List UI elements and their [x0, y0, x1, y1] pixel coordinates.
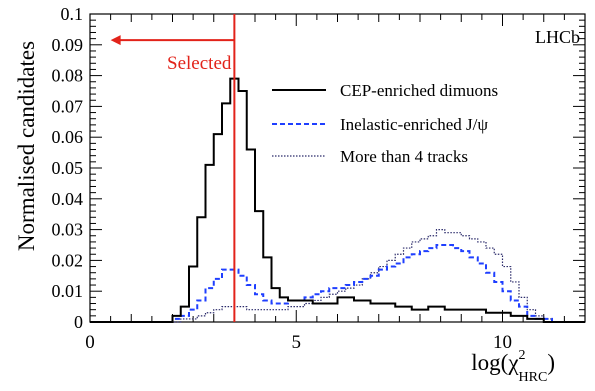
x-axis-label-sup: 2: [519, 348, 526, 363]
series-dotted-histogram: [90, 229, 585, 323]
legend-label: More than 4 tracks: [340, 147, 468, 166]
legend-label: Inelastic-enriched J/ψ: [340, 115, 488, 134]
plot-frame: [89, 13, 586, 323]
y-tick-label: 0.08: [52, 66, 84, 86]
series-layer: [90, 77, 585, 323]
y-axis-label: Normalised candidates: [14, 41, 39, 251]
y-tick-label: 0.04: [52, 189, 84, 209]
legend: CEP-enriched dimuons Inelastic-enriched J…: [272, 81, 498, 166]
y-tick-label: 0.05: [52, 158, 84, 178]
selection-arrow-head: [110, 35, 121, 46]
legend-label: CEP-enriched dimuons: [340, 81, 498, 100]
tick-labels: 0 0.01 0.02 0.03 0.04 0.05 0.06 0.07 0.08 0.09 0.1…: [52, 4, 513, 353]
y-tick-label: 0.01: [52, 281, 84, 301]
x-axis-label-close: ): [547, 350, 555, 375]
y-tick-label: 0.02: [52, 250, 84, 270]
selection-layer: Selected: [110, 14, 236, 322]
x-axis-label-base: log(χ: [471, 350, 519, 375]
x-axis-label: log(χ2 HRC): [471, 348, 555, 385]
y-tick-label: 0.06: [52, 127, 84, 147]
lhcb-watermark: LHCb: [535, 27, 580, 47]
x-axis-label-sub: HRC: [519, 370, 548, 385]
x-tick-label: 0: [85, 332, 95, 353]
series-dashed-histogram: [90, 244, 585, 323]
selection-label: Selected: [167, 53, 232, 74]
plot-border: [89, 13, 586, 323]
x-tick-label: 10: [493, 332, 512, 353]
y-tick-label: 0.03: [52, 220, 84, 240]
y-tick-label: 0.1: [61, 4, 84, 24]
y-tick-label: 0.07: [52, 96, 84, 116]
axis-ticks: [89, 13, 586, 323]
y-tick-label: 0: [74, 312, 83, 332]
x-tick-label: 5: [292, 332, 302, 353]
y-tick-label: 0.09: [52, 35, 84, 55]
series-solid-histogram: [90, 77, 585, 323]
